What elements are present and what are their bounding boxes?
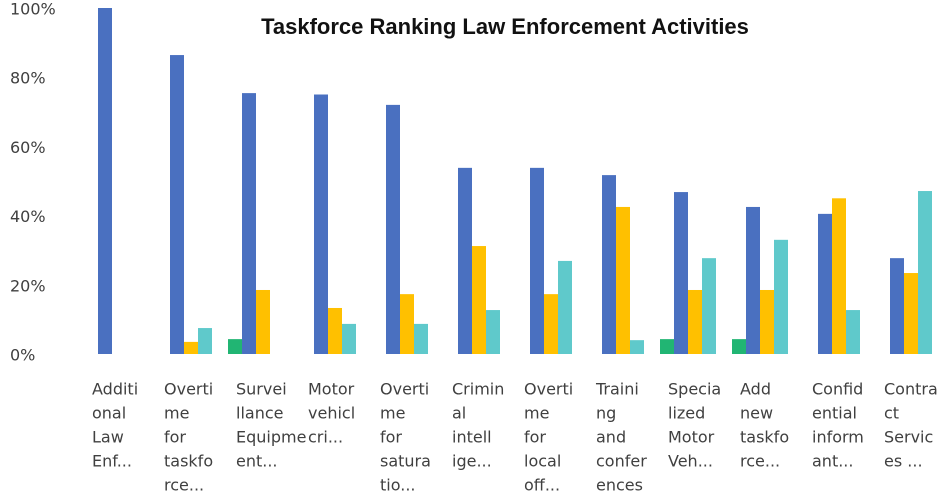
x-tick-label: Confid <box>812 380 863 399</box>
x-tick-label: inform <box>812 428 864 447</box>
x-tick-label: tio... <box>380 476 415 495</box>
bar <box>774 239 788 354</box>
x-tick-label: local <box>524 452 561 471</box>
bar <box>602 175 616 354</box>
bar <box>486 310 500 354</box>
x-tick-label: Contra <box>884 380 938 399</box>
x-tick-label: me <box>524 404 549 423</box>
bar <box>472 246 486 354</box>
bar <box>530 167 544 354</box>
bar <box>400 294 414 354</box>
bar <box>832 198 846 354</box>
x-tick-label: es ... <box>884 452 923 471</box>
y-tick-label: 100% <box>10 0 56 19</box>
y-tick-label: 60% <box>10 138 46 157</box>
bar <box>660 339 674 354</box>
x-tick-label: Specia <box>668 380 721 399</box>
bar <box>184 341 198 354</box>
x-tick-label: rce... <box>164 476 204 495</box>
bar <box>198 328 212 354</box>
x-tick-label: satura <box>380 452 431 471</box>
x-tick-label: cri... <box>308 428 343 447</box>
y-tick-label: 40% <box>10 207 46 226</box>
bar <box>688 289 702 354</box>
bar <box>256 289 270 354</box>
x-tick-label: for <box>524 428 546 447</box>
x-tick-label: confer <box>596 452 647 471</box>
bar <box>630 340 644 354</box>
bar <box>616 206 630 354</box>
x-tick-label: me <box>164 404 189 423</box>
x-tick-label: off... <box>524 476 560 495</box>
x-tick-label: lized <box>668 404 705 423</box>
x-tick-label: Motor <box>308 380 355 399</box>
bar <box>818 213 832 354</box>
x-tick-label: al <box>452 404 466 423</box>
bar <box>732 339 746 354</box>
bar <box>314 94 328 354</box>
bar <box>328 307 342 354</box>
y-tick-label: 20% <box>10 276 46 295</box>
x-tick-label: Overti <box>380 380 429 399</box>
x-tick-label: Traini <box>595 380 639 399</box>
x-tick-label: Additi <box>92 380 138 399</box>
x-tick-label: me <box>380 404 405 423</box>
x-tick-label: Crimin <box>452 380 504 399</box>
x-tick-label: ant... <box>812 452 853 471</box>
bar <box>890 258 904 354</box>
x-tick-label: taskfo <box>164 452 213 471</box>
x-tick-label: ng <box>596 404 616 423</box>
bar <box>904 273 918 354</box>
bar <box>342 323 356 354</box>
bar <box>170 55 184 354</box>
x-tick-label: taskfo <box>740 428 789 447</box>
bar <box>386 104 400 354</box>
bar <box>702 258 716 354</box>
x-tick-label: Add <box>740 380 771 399</box>
bar <box>760 289 774 354</box>
x-tick-label: for <box>164 428 186 447</box>
x-tick-label: for <box>380 428 402 447</box>
x-tick-label: onal <box>92 404 126 423</box>
x-tick-label: ige... <box>452 452 492 471</box>
bar <box>558 260 572 354</box>
x-tick-label: vehicl <box>308 404 355 423</box>
x-tick-label: ent... <box>236 452 278 471</box>
bar <box>228 339 242 354</box>
x-tick-label: rce... <box>740 452 780 471</box>
x-tick-label: and <box>596 428 626 447</box>
x-tick-label: Motor <box>668 428 715 447</box>
bar <box>674 192 688 354</box>
x-tick-label: ct <box>884 404 899 423</box>
x-tick-label: new <box>740 404 773 423</box>
bar <box>414 323 428 354</box>
x-tick-label: llance <box>236 404 283 423</box>
x-tick-label: ential <box>812 404 857 423</box>
x-tick-label: ences <box>596 476 643 495</box>
bar <box>918 191 932 354</box>
bar <box>242 93 256 354</box>
x-tick-label: Servic <box>884 428 933 447</box>
x-tick-label: Law <box>92 428 124 447</box>
bar <box>746 206 760 354</box>
bar <box>544 294 558 354</box>
bar <box>846 310 860 354</box>
y-tick-label: 0% <box>10 346 35 365</box>
x-tick-label: Enf... <box>92 452 132 471</box>
chart-title: Taskforce Ranking Law Enforcement Activi… <box>261 14 749 39</box>
x-tick-label: Overti <box>524 380 573 399</box>
x-tick-label: Survei <box>236 380 287 399</box>
y-tick-label: 80% <box>10 69 46 88</box>
x-tick-label: Veh... <box>668 452 713 471</box>
bar <box>98 8 112 354</box>
x-tick-label: Overti <box>164 380 213 399</box>
bar <box>458 167 472 354</box>
x-tick-label: Equipme <box>236 428 306 447</box>
x-tick-label: intell <box>452 428 492 447</box>
